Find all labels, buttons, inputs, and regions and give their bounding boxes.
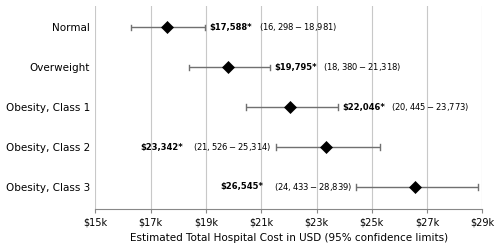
Text: $17,588*: $17,588* xyxy=(210,23,252,32)
Text: $22,046*: $22,046* xyxy=(342,103,385,112)
Text: ($21,526-$25,314): ($21,526-$25,314) xyxy=(194,141,272,153)
Text: $26,545*: $26,545* xyxy=(220,183,264,191)
Text: $23,342*: $23,342* xyxy=(140,143,184,152)
Text: ($20,445-$23,773): ($20,445-$23,773) xyxy=(392,101,469,113)
Text: ($16,298-$18,981): ($16,298-$18,981) xyxy=(258,21,337,33)
Text: $19,795*: $19,795* xyxy=(274,63,317,72)
Text: ($24,433-$28,839): ($24,433-$28,839) xyxy=(274,181,352,193)
Text: ($18,380-$21,318): ($18,380-$21,318) xyxy=(323,61,402,73)
X-axis label: Estimated Total Hospital Cost in USD (95% confidence limits): Estimated Total Hospital Cost in USD (95… xyxy=(130,234,448,244)
